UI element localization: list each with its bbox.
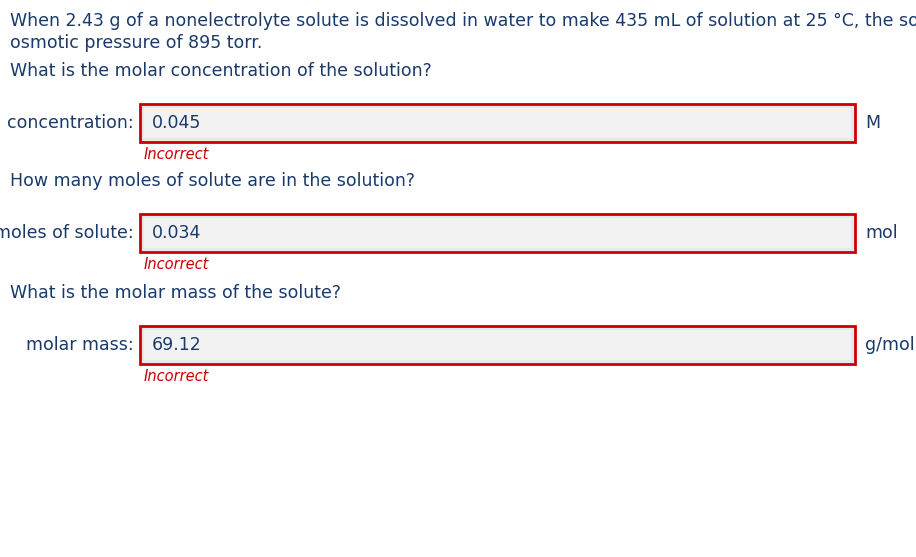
FancyBboxPatch shape	[140, 104, 855, 142]
Text: What is the molar concentration of the solution?: What is the molar concentration of the s…	[10, 62, 431, 80]
Text: Incorrect: Incorrect	[144, 147, 210, 162]
Text: molar mass:: molar mass:	[27, 336, 134, 354]
Text: Incorrect: Incorrect	[144, 369, 210, 384]
Text: Incorrect: Incorrect	[144, 257, 210, 272]
Text: 0.045: 0.045	[152, 114, 202, 132]
Text: osmotic pressure of 895 torr.: osmotic pressure of 895 torr.	[10, 34, 262, 52]
Text: concentration:: concentration:	[7, 114, 134, 132]
Text: What is the molar mass of the solute?: What is the molar mass of the solute?	[10, 284, 341, 302]
FancyBboxPatch shape	[144, 330, 851, 360]
Text: 0.034: 0.034	[152, 224, 202, 242]
Text: mol: mol	[865, 224, 898, 242]
Text: 69.12: 69.12	[152, 336, 202, 354]
Text: moles of solute:: moles of solute:	[0, 224, 134, 242]
FancyBboxPatch shape	[144, 108, 851, 138]
Text: When 2.43 g of a nonelectrolyte solute is dissolved in water to make 435 mL of s: When 2.43 g of a nonelectrolyte solute i…	[10, 12, 916, 30]
FancyBboxPatch shape	[140, 326, 855, 364]
FancyBboxPatch shape	[144, 218, 851, 248]
Text: How many moles of solute are in the solution?: How many moles of solute are in the solu…	[10, 172, 415, 190]
FancyBboxPatch shape	[140, 214, 855, 252]
Text: g/mol: g/mol	[865, 336, 914, 354]
Text: M: M	[865, 114, 880, 132]
